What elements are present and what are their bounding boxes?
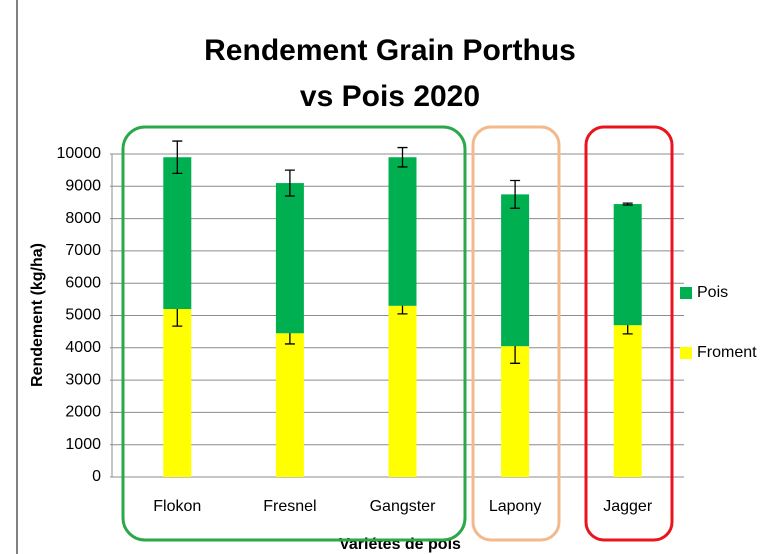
error-bar	[510, 179, 521, 209]
error-bar	[284, 169, 295, 197]
bar-segment	[388, 305, 417, 477]
bar-segment	[613, 325, 642, 477]
legend-swatch	[680, 287, 692, 299]
error-bar	[397, 146, 408, 168]
chart-title: Rendement Grain Porthus vs Pois 2020	[204, 34, 576, 113]
x-tick-label: Gangster	[370, 498, 436, 515]
y-axis-label: Rendement (kg/ha)	[29, 243, 46, 387]
y-tick-label: 5000	[65, 307, 101, 324]
legend-label: Froment	[697, 344, 757, 361]
x-tick-label: Fresnel	[263, 498, 316, 515]
error-bar	[172, 140, 183, 175]
y-tick-label: 7000	[65, 242, 101, 259]
y-tick-label: 1000	[65, 436, 101, 453]
bar-segment	[275, 333, 304, 477]
y-tick-label: 2000	[65, 404, 101, 421]
legend-swatch	[680, 347, 692, 359]
x-tick-label: Flokon	[153, 498, 201, 515]
y-tick-label: 8000	[65, 210, 101, 227]
y-tick-label: 9000	[65, 178, 101, 195]
x-tick-label: Lapony	[489, 498, 542, 515]
y-tick-label: 4000	[65, 339, 101, 356]
group-box	[121, 125, 467, 542]
bar-segment	[163, 309, 192, 477]
y-tick-label: 10000	[57, 145, 102, 162]
y-tick-label: 6000	[65, 274, 101, 291]
group-box	[471, 125, 561, 542]
legend-label: Pois	[697, 284, 728, 301]
x-tick-label: Jagger	[603, 498, 653, 515]
plot: 0 1000 2000 3000 4000 5000 6000 7000 8000 9000 100…	[57, 140, 757, 515]
group-box	[584, 125, 674, 542]
bar-segment	[501, 194, 530, 347]
bar-segment	[163, 157, 192, 310]
bar-segment	[501, 346, 530, 477]
bar-segment	[275, 183, 304, 334]
bar-segment	[388, 157, 417, 306]
y-tick-label: 3000	[65, 371, 101, 388]
y-tick-label: 0	[92, 468, 101, 485]
bar-segment	[613, 204, 642, 326]
error-bar	[622, 202, 633, 206]
